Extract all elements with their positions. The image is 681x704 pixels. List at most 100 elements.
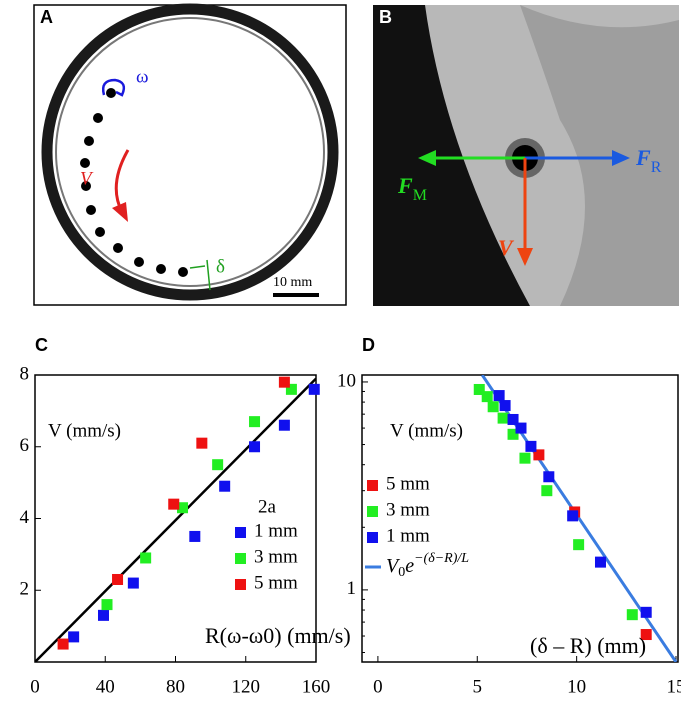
y-tick-label: 6: [20, 435, 30, 456]
fr-head: [612, 150, 630, 166]
legend-fit-part: V: [386, 555, 401, 577]
fm-label: FM: [397, 173, 427, 204]
fr-label: FR: [635, 145, 662, 176]
fit-line: [35, 377, 316, 662]
point: [497, 412, 509, 424]
point: [168, 498, 180, 510]
point: [249, 441, 261, 453]
point: [249, 416, 261, 428]
y-tick-label: 1: [347, 578, 357, 599]
ring-inner: [55, 17, 325, 287]
point: [507, 413, 519, 425]
point: [112, 573, 124, 585]
y-tick-label: 4: [20, 507, 30, 528]
y-tick-label: 2: [20, 579, 30, 600]
v-label: V: [80, 168, 94, 189]
x-tick-label: 15: [667, 676, 681, 697]
dark-region: [373, 5, 530, 306]
panel-label: A: [40, 7, 53, 27]
legend-label: 1 mm: [254, 520, 298, 541]
x-tick-label: 120: [232, 676, 261, 697]
panel-label: C: [35, 335, 48, 355]
panel-label: B: [379, 7, 392, 27]
point: [285, 383, 297, 395]
point: [487, 401, 499, 413]
x-tick-label: 10: [567, 676, 586, 697]
fm-head: [418, 150, 436, 166]
omega-label: ω: [136, 66, 149, 87]
point: [473, 383, 485, 395]
panel-label: D: [362, 335, 375, 355]
x-tick-label: 80: [166, 676, 185, 697]
x-tick-label: 0: [30, 676, 40, 697]
scale-label: 10 mm: [273, 275, 312, 290]
point: [140, 552, 152, 564]
point: [101, 599, 113, 611]
fr-sub: R: [651, 159, 662, 176]
legend-label: 5 mm: [386, 473, 430, 494]
point: [57, 638, 69, 650]
point: [515, 422, 527, 434]
spheres: [80, 88, 188, 277]
point: [594, 556, 606, 568]
legend-swatch: [367, 506, 378, 517]
scale-bar: [273, 293, 319, 297]
point: [278, 419, 290, 431]
plot-frame: [361, 374, 679, 663]
legend-swatch: [367, 532, 378, 543]
legend-fit: V0e−(δ−R)/L: [386, 551, 469, 580]
v-label-b: V: [498, 235, 515, 260]
point: [68, 631, 80, 643]
legend-label: 3 mm: [386, 499, 430, 520]
point: [196, 437, 208, 449]
legend-fit-part: −(δ−R)/L: [414, 551, 469, 566]
point: [177, 502, 189, 514]
legend-fit-part: 0: [398, 565, 405, 580]
legend-fit-part: e: [405, 555, 414, 577]
delta-label: δ: [216, 256, 225, 277]
legend-label: 5 mm: [254, 572, 298, 593]
x-tick-label: 160: [302, 676, 331, 697]
point: [507, 428, 519, 440]
x-tick-label: 0: [373, 676, 383, 697]
fr-text: F: [635, 145, 651, 170]
point: [189, 530, 201, 542]
x-axis-label: (δ – R) (mm): [530, 633, 646, 658]
texture: [520, 5, 679, 306]
omega-arrow: [101, 78, 126, 97]
point: [533, 449, 545, 461]
legend-swatch: [235, 527, 246, 538]
point: [219, 480, 231, 492]
x-axis-label: R(ω-ω0) (mm/s): [205, 623, 351, 648]
v-arrowhead: [112, 202, 128, 222]
point: [567, 510, 579, 522]
point: [519, 452, 531, 464]
fm-sub: M: [413, 187, 427, 204]
point: [541, 485, 553, 497]
point: [308, 383, 320, 395]
y-axis-label: V (mm/s): [48, 420, 121, 441]
point: [626, 609, 638, 621]
point: [573, 539, 585, 551]
legend-label: 1 mm: [386, 525, 430, 546]
point: [212, 459, 224, 471]
delta-arrow: [206, 259, 211, 291]
point: [97, 609, 109, 621]
y-tick-label: 10: [337, 370, 356, 391]
point: [127, 577, 139, 589]
v-head-b: [517, 248, 533, 266]
point: [543, 471, 555, 483]
legend-swatch: [235, 579, 246, 590]
x-tick-label: 40: [96, 676, 115, 697]
legend-swatch: [367, 480, 378, 491]
legend-title: 2a: [258, 496, 277, 517]
point: [499, 400, 511, 412]
point: [493, 390, 505, 402]
fm-text: F: [397, 173, 413, 198]
ring: [41, 3, 339, 301]
panel-a-frame: [33, 4, 347, 306]
point: [481, 391, 493, 403]
legend-label: 3 mm: [254, 546, 298, 567]
point: [640, 629, 652, 641]
